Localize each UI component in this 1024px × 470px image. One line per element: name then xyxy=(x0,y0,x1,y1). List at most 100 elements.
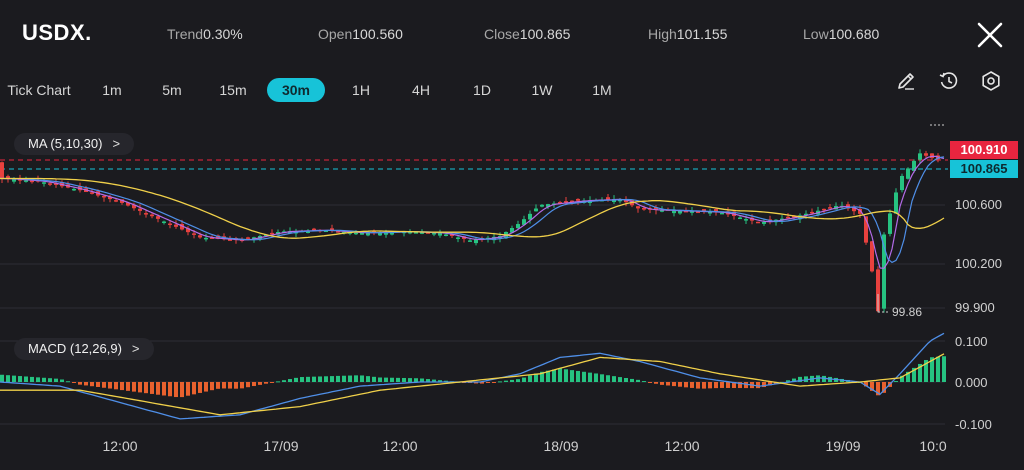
candle-body xyxy=(366,232,370,236)
candle-body xyxy=(864,216,868,243)
candle-body xyxy=(528,213,532,220)
macd-histogram-bar xyxy=(282,380,286,382)
macd-histogram-bar xyxy=(492,382,496,383)
candle-body xyxy=(684,210,688,213)
trend-stat: Trend0.30% xyxy=(167,26,243,42)
macd-histogram-bar xyxy=(798,376,802,382)
candle-body xyxy=(426,232,430,234)
tab-tick-chart[interactable]: Tick Chart xyxy=(7,82,71,98)
macd-histogram-bar xyxy=(354,375,358,382)
low-stat: Low100.680 xyxy=(803,26,879,42)
macd-histogram-bar xyxy=(516,379,520,382)
macd-histogram-bar xyxy=(582,371,586,382)
tab-15m[interactable]: 15m xyxy=(219,82,247,98)
candle-body xyxy=(54,183,58,185)
candle-body xyxy=(564,201,568,203)
macd-histogram-bar xyxy=(612,376,616,382)
candle-body xyxy=(690,211,694,213)
macd-indicator-label[interactable]: MACD (12,26,9) > xyxy=(14,338,154,360)
tab-5m[interactable]: 5m xyxy=(162,82,182,98)
high-label: High xyxy=(648,26,677,42)
macd-histogram-bar xyxy=(234,382,238,389)
candle-body xyxy=(888,213,892,234)
macd-histogram-bar xyxy=(66,381,70,383)
macd-histogram-bar xyxy=(126,382,130,391)
macd-histogram-bar xyxy=(312,376,316,382)
macd-histogram-bar xyxy=(510,379,514,382)
macd-histogram-bar xyxy=(534,373,538,382)
macd-histogram-bar xyxy=(720,382,724,388)
candle-body xyxy=(384,232,388,235)
macd-histogram-bar xyxy=(300,377,304,382)
candle-body xyxy=(756,221,760,224)
tab-1h[interactable]: 1H xyxy=(352,82,370,98)
pencil-icon[interactable] xyxy=(895,70,917,92)
macd-histogram-bar xyxy=(822,375,826,382)
candle-body xyxy=(642,207,646,210)
macd-histogram-bar xyxy=(474,382,478,384)
macd-histogram-bar xyxy=(360,375,364,382)
timeframe-tabs: Tick Chart 1m 5m 15m 30m 1H 4H 1D 1W 1M xyxy=(0,78,700,104)
candle-body xyxy=(162,221,166,224)
open-value: 100.560 xyxy=(352,26,403,42)
macd-histogram-bar xyxy=(174,382,178,398)
candle-body xyxy=(570,200,574,203)
ma-indicator-label[interactable]: MA (5,10,30) > xyxy=(14,133,135,155)
candle-body xyxy=(198,235,202,238)
macd-histogram-bar xyxy=(726,382,730,388)
macd-axis-label: -0.100 xyxy=(955,417,992,432)
candle-body xyxy=(678,210,682,214)
macd-histogram-bar xyxy=(564,369,568,382)
macd-histogram-bar xyxy=(660,382,664,385)
macd-histogram-bar xyxy=(426,379,430,382)
macd-histogram-bar xyxy=(132,382,136,392)
candle-body xyxy=(324,230,328,233)
macd-histogram-bar xyxy=(180,382,184,398)
tab-1m[interactable]: 1m xyxy=(102,82,122,98)
macd-histogram-bar xyxy=(42,377,46,382)
macd-histogram-bar xyxy=(372,376,376,382)
candle-body xyxy=(150,214,154,217)
tab-30m[interactable]: 30m xyxy=(267,78,325,102)
candle-body xyxy=(882,234,886,309)
candle-body xyxy=(636,206,640,209)
candle-body xyxy=(168,223,172,226)
macd-histogram-bar xyxy=(0,374,4,382)
candle-body xyxy=(132,204,136,209)
macd-histogram-bar xyxy=(894,381,898,383)
tab-1d[interactable]: 1D xyxy=(473,82,491,98)
candle-body xyxy=(102,195,106,198)
tab-4h[interactable]: 4H xyxy=(412,82,430,98)
candle-body xyxy=(870,241,874,272)
low-value: 100.680 xyxy=(828,26,880,42)
candle-body xyxy=(516,224,520,229)
macd-histogram-bar xyxy=(414,378,418,382)
history-icon[interactable] xyxy=(938,70,960,92)
close-icon[interactable] xyxy=(975,20,1005,50)
chevron-right-icon: > xyxy=(131,341,140,356)
candle-body xyxy=(72,188,76,191)
settings-icon[interactable] xyxy=(980,70,1002,92)
macd-histogram-bar xyxy=(636,379,640,382)
macd-histogram-bar xyxy=(438,380,442,382)
macd-histogram-bar xyxy=(6,375,10,382)
macd-histogram-bar xyxy=(336,375,340,382)
candle-body xyxy=(606,197,610,200)
macd-histogram-bar xyxy=(324,376,328,382)
chevron-right-icon: > xyxy=(112,136,121,151)
macd-histogram-bar xyxy=(420,378,424,382)
candle-body xyxy=(414,232,418,234)
macd-histogram-bar xyxy=(90,382,94,387)
close-stat: Close100.865 xyxy=(484,26,570,42)
macd-histogram-bar xyxy=(792,378,796,382)
chart-header: USDX. Trend0.30% Open100.560 Close100.86… xyxy=(0,0,1024,70)
candle-body xyxy=(24,180,28,182)
candle-body xyxy=(312,228,316,231)
open-stat: Open100.560 xyxy=(318,26,403,42)
open-label: Open xyxy=(318,26,353,42)
macd-histogram-bar xyxy=(768,382,772,386)
tab-1w[interactable]: 1W xyxy=(531,82,553,98)
candle-body xyxy=(558,202,562,204)
tab-1m-month[interactable]: 1M xyxy=(592,82,612,98)
